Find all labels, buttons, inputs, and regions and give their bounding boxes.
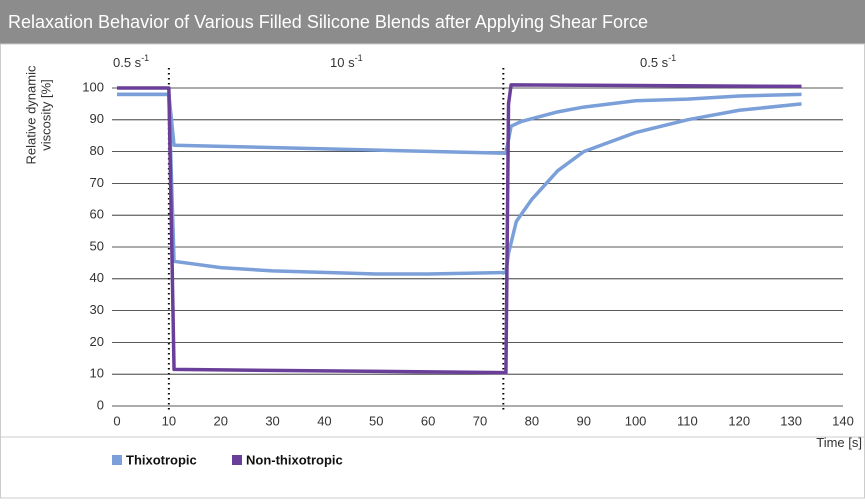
y-tick-label: 40	[90, 270, 104, 285]
x-tick-label: 40	[317, 413, 331, 428]
shear-rate-value: 0.5 s	[640, 55, 669, 70]
x-axis-label: Time [s]	[816, 435, 862, 450]
x-tick-label: 80	[525, 413, 539, 428]
x-tick-label: 130	[780, 413, 802, 428]
y-tick-label: 100	[82, 79, 104, 94]
shear-rate-unit-exponent: -1	[355, 53, 363, 63]
y-tick-label: 50	[90, 238, 104, 253]
x-tick-label: 110	[677, 413, 698, 428]
title-bar	[0, 0, 865, 44]
y-tick-label: 0	[97, 397, 104, 412]
shear-rate-label: 0.5 s-1	[113, 53, 149, 70]
y-tick-label: 90	[90, 111, 104, 126]
y-tick-label: 30	[90, 302, 104, 317]
x-tick-label: 50	[369, 413, 383, 428]
shear-rate-unit-exponent: -1	[141, 53, 149, 63]
y-tick-label: 60	[90, 207, 104, 222]
y-tick-label: 80	[90, 143, 104, 158]
y-tick-label: 10	[90, 366, 104, 381]
shear-rate-label: 0.5 s-1	[640, 53, 676, 70]
series-line	[117, 83, 802, 375]
legend-swatch	[232, 455, 242, 465]
x-tick-label: 100	[625, 413, 647, 428]
shear-rate-value: 0.5 s	[113, 55, 142, 70]
y-tick-label: 20	[90, 334, 104, 349]
shear-rate-value: 10 s	[330, 55, 355, 70]
x-tick-label: 30	[265, 413, 279, 428]
y-tick-label: 70	[90, 175, 104, 190]
x-tick-label: 70	[473, 413, 487, 428]
legend-label: Thixotropic	[126, 452, 197, 467]
chart-title: Relaxation Behavior of Various Filled Si…	[8, 12, 648, 32]
y-axis-label: Relative dynamic	[23, 65, 38, 164]
x-tick-label: 60	[421, 413, 435, 428]
x-tick-label: 0	[113, 413, 120, 428]
x-tick-label: 10	[162, 413, 176, 428]
x-tick-label: 140	[832, 413, 854, 428]
legend-label: Non-thixotropic	[246, 452, 343, 467]
shear-rate-label: 10 s-1	[330, 53, 363, 70]
x-tick-label: 120	[728, 413, 750, 428]
x-tick-label: 20	[213, 413, 227, 428]
shear-rate-unit-exponent: -1	[668, 53, 676, 63]
y-axis-label: viscosity [%]	[38, 79, 53, 151]
legend-swatch	[112, 455, 122, 465]
x-tick-label: 90	[576, 413, 590, 428]
series-line	[117, 92, 802, 155]
